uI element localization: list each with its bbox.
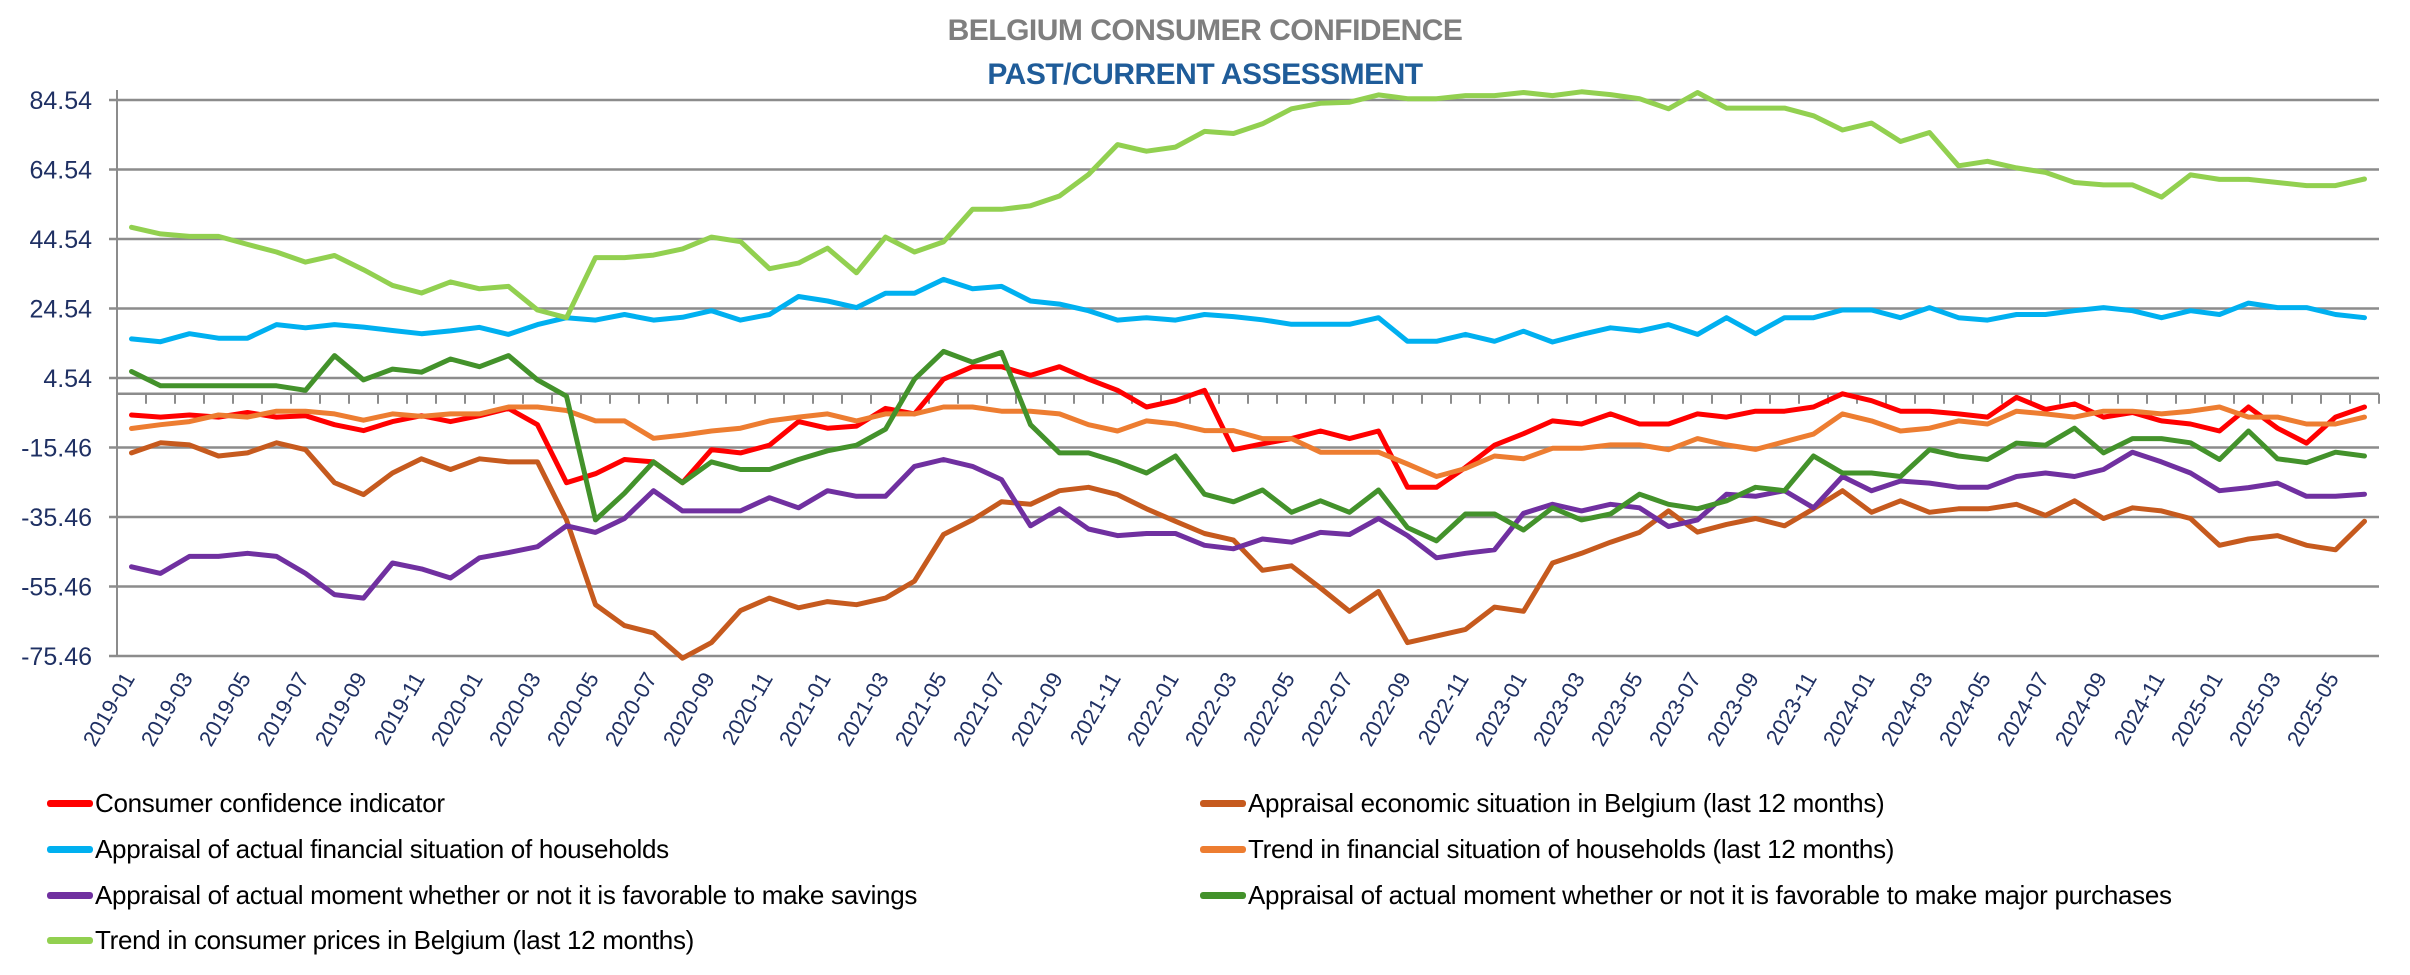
legend-item-consumer-confidence: Consumer confidence indicator xyxy=(47,783,445,823)
x-tick-label: 2024-07 xyxy=(1992,668,2054,750)
legend-label: Trend in consumer prices in Belgium (las… xyxy=(95,924,695,955)
x-tick-label: 2021-01 xyxy=(774,668,836,750)
x-tick-label: 2020-01 xyxy=(426,668,488,750)
x-tick-label: 2019-05 xyxy=(194,668,256,750)
x-tick-label: 2020-03 xyxy=(484,668,546,750)
series-line-0 xyxy=(129,364,2367,490)
x-tick-label: 2021-05 xyxy=(890,668,952,750)
chart-subtitle: PAST/CURRENT ASSESSMENT xyxy=(987,58,1423,91)
y-tick-label: 84.54 xyxy=(29,87,92,115)
x-tick-label: 2024-03 xyxy=(1876,668,1938,750)
x-tick-label: 2020-09 xyxy=(658,668,720,750)
x-tick-label: 2020-05 xyxy=(542,668,604,750)
x-tick-label: 2021-09 xyxy=(1006,668,1068,750)
x-tick-label: 2024-01 xyxy=(1818,668,1880,750)
legend-swatch xyxy=(47,936,93,944)
legend-swatch xyxy=(47,845,93,853)
x-tick-label: 2019-09 xyxy=(310,668,372,750)
y-tick-label: -15.46 xyxy=(21,435,92,463)
series-line-4 xyxy=(129,449,2367,601)
x-tick-label: 2023-07 xyxy=(1644,668,1706,750)
x-tick-label: 2024-05 xyxy=(1934,668,1996,750)
legend-item-economic-situation: Appraisal economic situation in Belgium … xyxy=(1200,783,1885,823)
x-tick-label: 2022-03 xyxy=(1180,668,1242,750)
x-tick-label: 2020-07 xyxy=(600,668,662,750)
legend-item-trend-financial: Trend in financial situation of househol… xyxy=(1200,829,1894,869)
series-line-3 xyxy=(129,404,2367,479)
legend-item-savings: Appraisal of actual moment whether or no… xyxy=(47,875,917,915)
legend-label: Trend in financial situation of househol… xyxy=(1248,833,1895,864)
gridlines xyxy=(109,90,2379,658)
series-line-1 xyxy=(129,440,2367,661)
x-axis-tick-labels: 2019-012019-032019-052019-072019-092019-… xyxy=(78,668,2344,750)
legend-swatch xyxy=(47,891,93,899)
x-tick-label: 2022-07 xyxy=(1296,668,1358,750)
series-line-6 xyxy=(129,89,2367,321)
x-tick-label: 2022-01 xyxy=(1122,668,1184,750)
x-tick-label: 2023-03 xyxy=(1528,668,1590,750)
chart-title: BELGIUM CONSUMER CONFIDENCE xyxy=(947,14,1463,47)
legend-item-financial-situation: Appraisal of actual financial situation … xyxy=(47,829,669,869)
y-tick-label: -75.46 xyxy=(21,643,92,671)
x-tick-label: 2019-03 xyxy=(136,668,198,750)
x-tick-label: 2025-03 xyxy=(2224,668,2286,750)
x-tick-label: 2024-11 xyxy=(2109,668,2170,749)
legend-swatch xyxy=(1200,891,1246,899)
x-tick-label: 2019-01 xyxy=(78,668,140,750)
x-tick-label: 2020-11 xyxy=(717,668,778,749)
x-tick-label: 2023-09 xyxy=(1702,668,1764,750)
legend-label: Appraisal of actual moment whether or no… xyxy=(95,879,918,910)
legend: Consumer confidence indicator Appraisal … xyxy=(0,780,2410,970)
legend-item-consumer-prices: Trend in consumer prices in Belgium (las… xyxy=(47,920,694,960)
x-tick-label: 2021-03 xyxy=(832,668,894,750)
legend-label: Appraisal of actual financial situation … xyxy=(95,833,669,864)
x-tick-label: 2019-11 xyxy=(369,668,430,749)
y-tick-label: 4.54 xyxy=(43,365,92,393)
x-tick-label: 2025-01 xyxy=(2166,668,2228,750)
x-tick-label: 2021-11 xyxy=(1065,668,1126,749)
x-tick-label: 2024-09 xyxy=(2050,668,2112,750)
x-tick-label: 2023-11 xyxy=(1761,668,1822,749)
legend-swatch xyxy=(1200,845,1246,853)
legend-swatch xyxy=(47,799,93,807)
x-tick-label: 2019-07 xyxy=(252,668,314,750)
series-line-5 xyxy=(129,348,2367,544)
x-tick-label: 2023-05 xyxy=(1586,668,1648,750)
series-lines xyxy=(129,89,2367,661)
legend-swatch xyxy=(1200,799,1246,807)
x-tick-label: 2023-01 xyxy=(1470,668,1532,750)
x-tick-label: 2022-11 xyxy=(1413,668,1474,749)
y-tick-label: -55.46 xyxy=(21,574,92,602)
y-axis-tick-labels: 84.54 64.54 44.54 24.54 4.54 -15.46 -35.46 -55.… xyxy=(21,87,92,671)
x-axis xyxy=(116,392,2380,404)
legend-label: Consumer confidence indicator xyxy=(95,787,445,818)
legend-item-major-purchases: Appraisal of actual moment whether or no… xyxy=(1200,875,2172,915)
x-tick-label: 2022-05 xyxy=(1238,668,1300,750)
x-tick-label: 2025-05 xyxy=(2282,668,2344,750)
y-tick-label: 64.54 xyxy=(29,157,92,185)
x-tick-label: 2022-09 xyxy=(1354,668,1416,750)
y-tick-label: -35.46 xyxy=(21,504,92,532)
legend-label: Appraisal of actual moment whether or no… xyxy=(1248,879,2172,910)
x-tick-label: 2021-07 xyxy=(948,668,1010,750)
legend-label: Appraisal economic situation in Belgium … xyxy=(1248,787,1885,818)
series-line-2 xyxy=(129,276,2367,345)
y-tick-label: 44.54 xyxy=(29,226,92,254)
y-tick-label: 24.54 xyxy=(29,296,92,324)
